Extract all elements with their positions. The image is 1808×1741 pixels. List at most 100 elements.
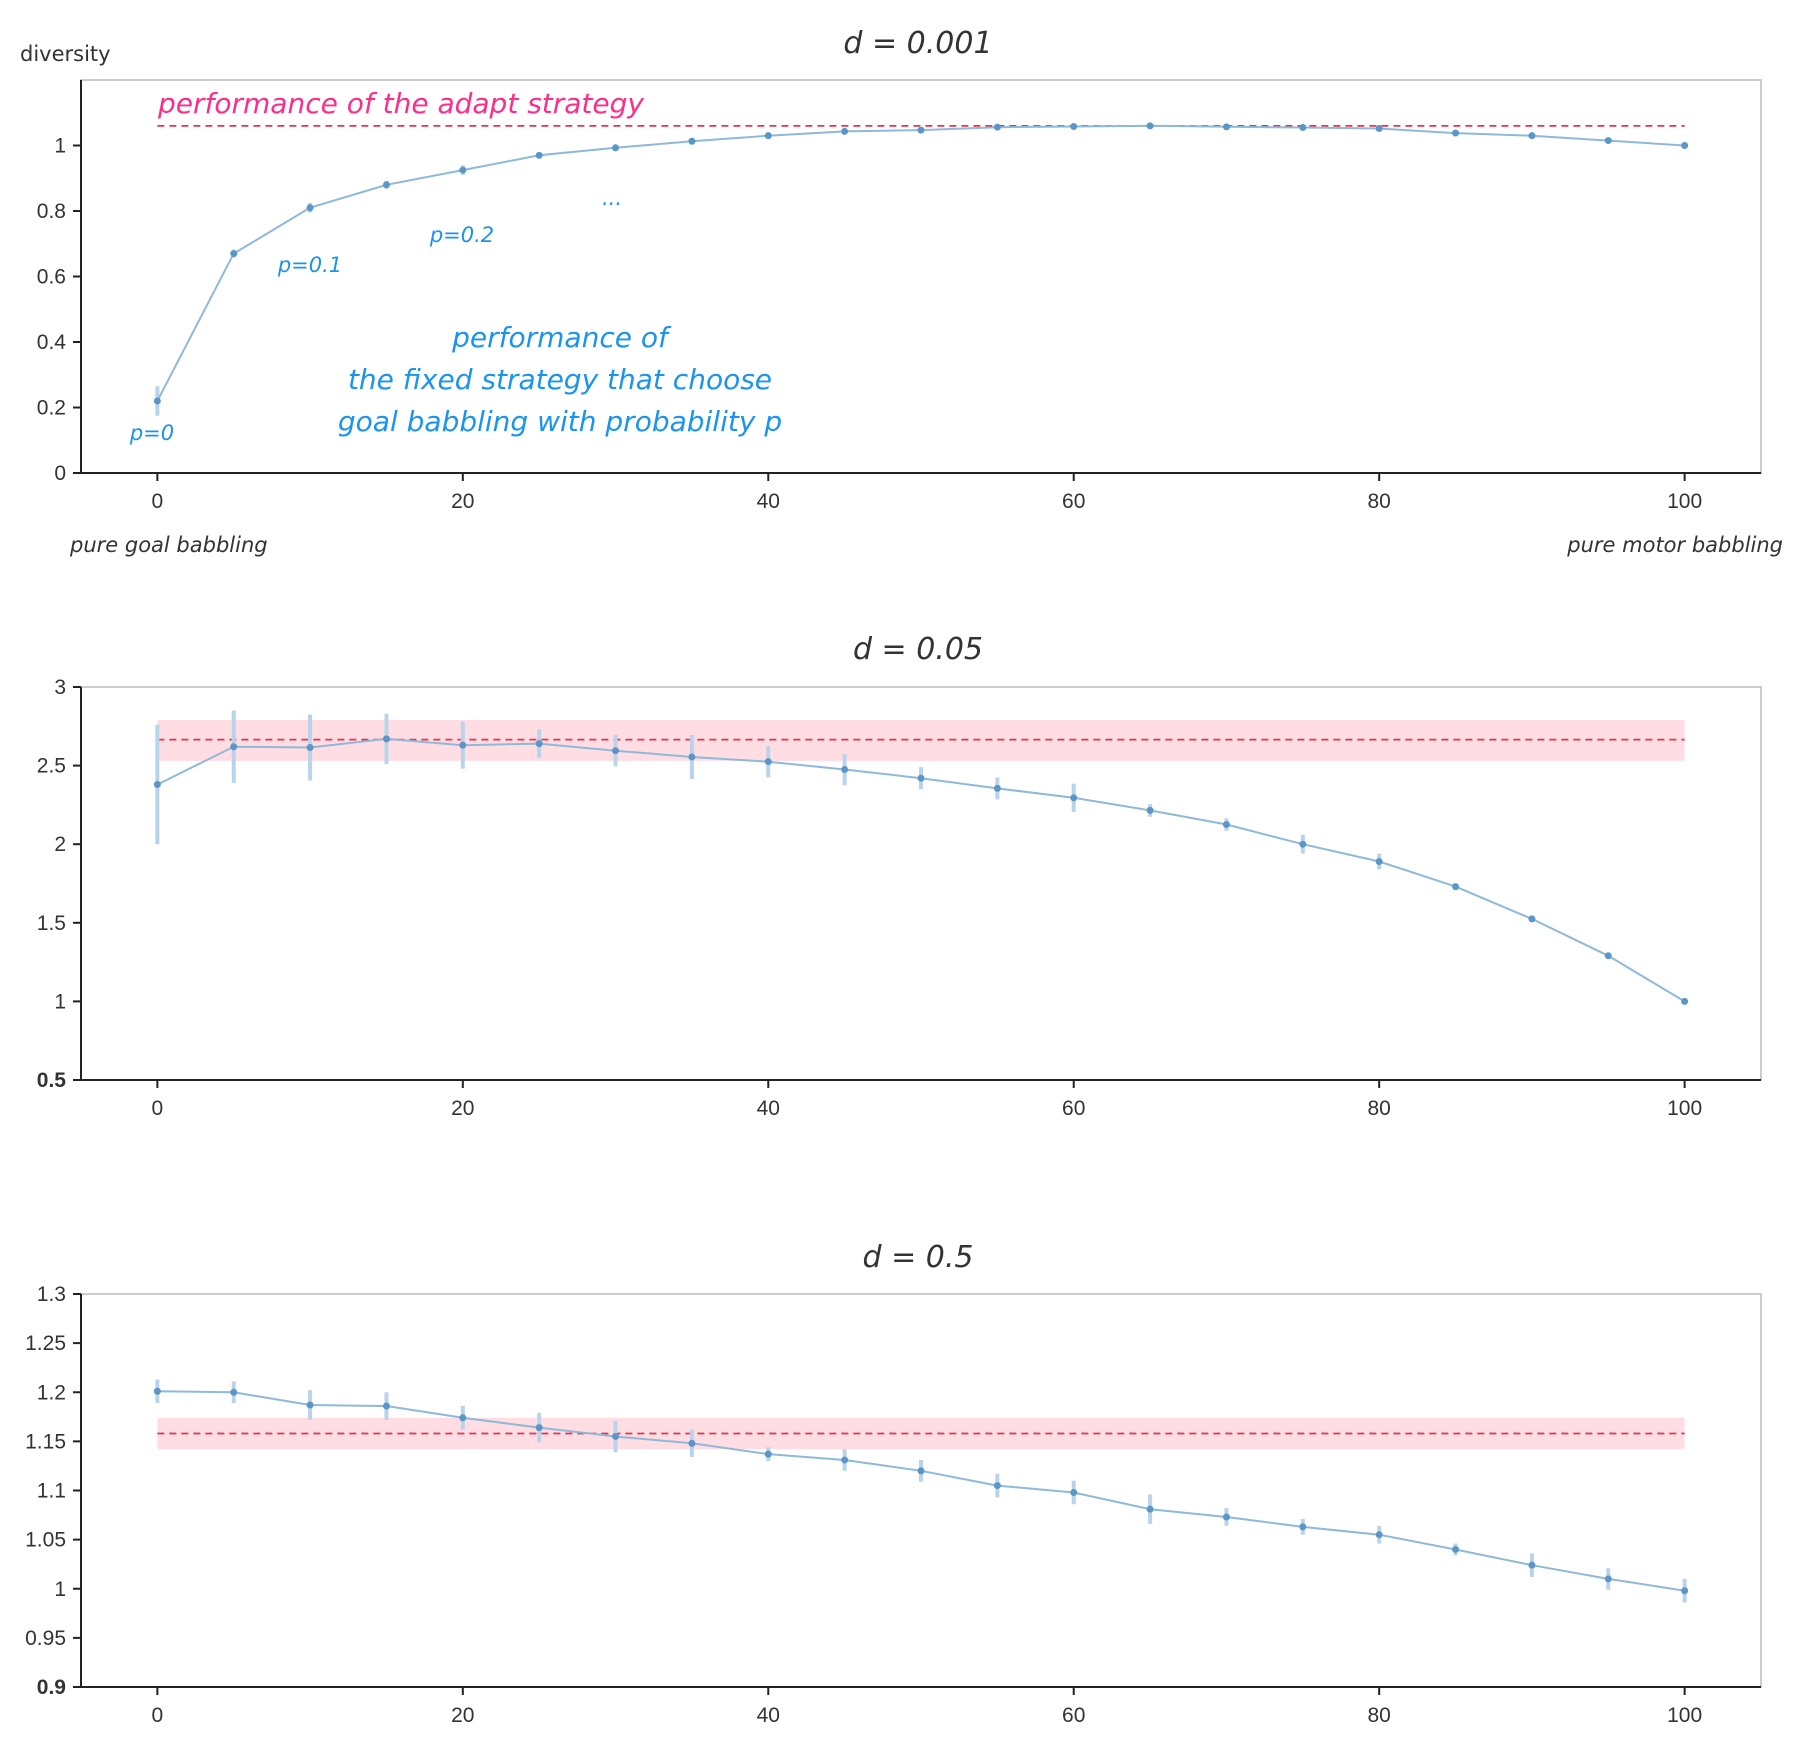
data-point: [306, 1401, 314, 1409]
y-tick-label: 1: [54, 135, 66, 158]
y-tick-label: 0.5: [37, 1069, 67, 1092]
data-point: [1070, 794, 1078, 802]
data-point: [1299, 123, 1307, 131]
data-point: [688, 1439, 696, 1447]
data-point: [535, 1424, 543, 1432]
data-point: [612, 144, 620, 152]
data-point: [1070, 123, 1078, 131]
annotation-fixed-line-2: the fixed strategy that choose: [348, 363, 772, 396]
x-tick-label: 100: [1667, 490, 1702, 513]
annotation-ellipsis: ...: [602, 186, 622, 210]
x-tick-label: 80: [1368, 490, 1391, 513]
data-point: [1452, 1545, 1460, 1553]
data-point: [1528, 1561, 1536, 1569]
data-point: [1222, 821, 1230, 829]
plot-area: 0 0.2 0.4 0.6 0.8 1 0 20 40 60 80 100: [37, 79, 1762, 513]
data-point: [1375, 124, 1383, 132]
y-axis-label: diversity: [20, 42, 111, 66]
x-tick-label: 60: [1062, 490, 1085, 513]
plot-area: 0.5 1 1.5 2 2.5 3 0 20 40 60 80 100: [37, 676, 1762, 1120]
data-point: [1681, 142, 1689, 149]
x-tick-label: 0: [152, 1097, 164, 1120]
x-tick-label: 80: [1368, 1097, 1391, 1120]
data-point: [1604, 137, 1612, 145]
data-point: [917, 1467, 925, 1475]
data-point: [1452, 129, 1460, 137]
data-point: [1528, 915, 1536, 923]
data-point: [153, 1387, 161, 1395]
y-tick-label: 0.2: [37, 397, 66, 420]
y-tick-label: 0.95: [25, 1627, 66, 1650]
data-point: [1146, 122, 1154, 130]
data-point: [841, 127, 849, 135]
y-tick-label: 2.5: [37, 755, 66, 778]
plot-area: 0.9 0.95 1 1.05 1.1 1.15 1.2 1.25 1.3 0 20 40 60 80 10…: [25, 1283, 1762, 1727]
data-point: [841, 766, 849, 774]
plot-frame: [80, 1293, 1762, 1688]
x-tick-label: 0: [152, 490, 164, 513]
y-tick-label: 1.15: [25, 1430, 66, 1453]
data-point: [1146, 1505, 1154, 1513]
y-tick-label: 2: [54, 833, 66, 856]
data-point: [459, 166, 467, 174]
panel-d-0001: d = 0.001 diversity 0 0.2 0.4 0.6 0.8 1 0 20 40 6…: [20, 26, 1783, 557]
panel-title: d = 0.5: [863, 1240, 974, 1275]
y-tick-label: 0.9: [37, 1676, 66, 1699]
data-point: [1375, 857, 1383, 865]
data-point: [1146, 806, 1154, 814]
data-point: [230, 743, 238, 751]
data-point: [1681, 997, 1689, 1005]
data-point: [153, 397, 161, 405]
data-point: [688, 753, 696, 761]
x-tick-label: 80: [1368, 1704, 1391, 1727]
panel-d-05: d = 0.5 0.9 0.95 1 1.05 1.1 1.15 1.2 1.25 1.3 0 20…: [25, 1240, 1762, 1727]
data-point: [153, 780, 161, 788]
data-point: [306, 744, 314, 752]
data-point: [382, 1402, 390, 1410]
data-point: [459, 1414, 467, 1422]
data-point: [612, 1432, 620, 1440]
data-point: [230, 250, 238, 258]
data-point: [1452, 883, 1460, 891]
annotation-p02: p=0.2: [429, 223, 494, 247]
annotation-adapt-strategy: performance of the adapt strategy: [157, 87, 644, 120]
y-tick-label: 1.3: [37, 1283, 66, 1306]
annotation-fixed-line-3: goal babbling with probability p: [338, 405, 782, 438]
data-point: [1604, 1575, 1612, 1583]
data-point: [1681, 1587, 1689, 1595]
data-point: [688, 137, 696, 145]
annotation-pure-motor-babbling: pure motor babbling: [1566, 533, 1783, 557]
data-point: [1375, 1531, 1383, 1539]
data-point: [535, 740, 543, 748]
data-point: [1222, 123, 1230, 131]
data-point: [1070, 1488, 1078, 1496]
y-tick-label: 1.25: [25, 1332, 66, 1355]
y-tick-label: 0: [54, 462, 66, 485]
x-tick-label: 100: [1667, 1097, 1702, 1120]
panel-title: d = 0.05: [853, 632, 983, 667]
data-point: [1604, 952, 1612, 960]
data-point: [764, 1450, 772, 1458]
y-tick-label: 1.05: [25, 1529, 66, 1552]
y-tick-label: 1.2: [37, 1381, 66, 1404]
y-tick-label: 1.1: [37, 1480, 66, 1503]
data-point: [917, 126, 925, 134]
data-point: [382, 735, 390, 743]
annotation-p0: p=0: [129, 421, 174, 445]
data-point: [382, 181, 390, 189]
panel-d-005: d = 0.05 0.5 1 1.5 2 2.5 3 0 20 40 60 80 100: [37, 632, 1762, 1120]
data-point: [917, 774, 925, 782]
data-point: [764, 758, 772, 766]
series-line: [156, 124, 1685, 402]
data-point: [306, 204, 314, 212]
x-tick-label: 0: [152, 1704, 164, 1727]
data-point: [993, 123, 1001, 131]
data-point: [764, 132, 772, 140]
data-point: [993, 1482, 1001, 1490]
x-tick-label: 20: [451, 1097, 474, 1120]
annotation-pure-goal-babbling: pure goal babbling: [69, 533, 268, 557]
y-tick-label: 3: [54, 676, 66, 699]
x-tick-label: 100: [1667, 1704, 1702, 1727]
data-point: [1528, 132, 1536, 140]
